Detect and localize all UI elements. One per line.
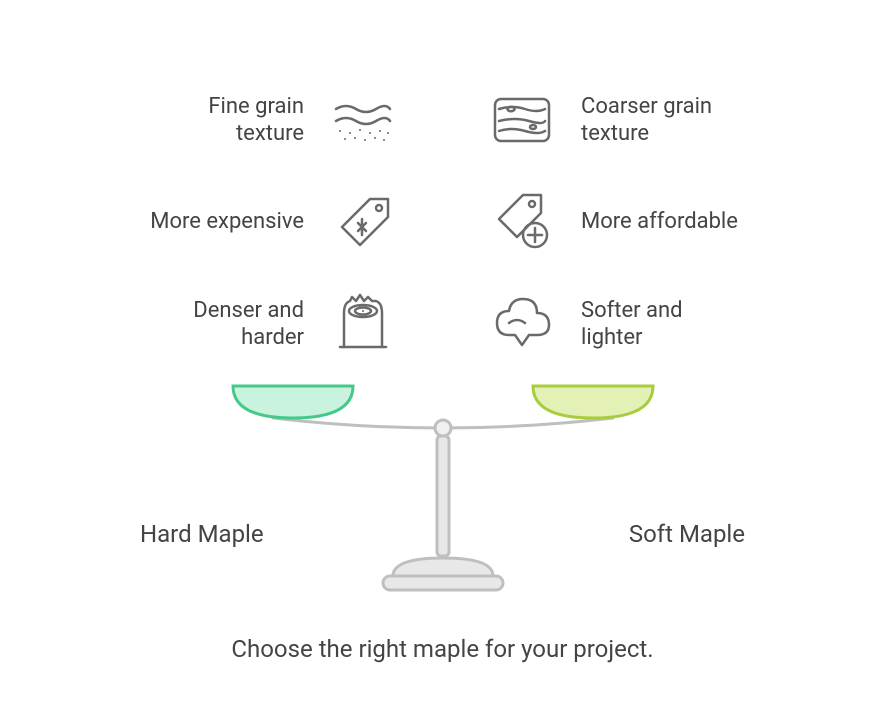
infographic-root: Fine graintexture <box>0 0 885 723</box>
right-row-2-label: Softer andlighter <box>581 297 683 352</box>
right-column: Coarser graintexture More affordable S <box>485 78 825 384</box>
right-row-0-label: Coarser graintexture <box>581 93 712 148</box>
left-column: Fine graintexture <box>60 78 400 384</box>
left-row-0-label: Fine graintexture <box>208 93 304 148</box>
right-row-0: Coarser graintexture <box>485 78 825 162</box>
left-row-1: More expensive <box>60 180 400 264</box>
caption: Choose the right maple for your project. <box>0 635 885 663</box>
left-row-0: Fine graintexture <box>60 78 400 162</box>
right-row-1-label: More affordable <box>581 208 738 236</box>
balance-scale <box>193 378 693 598</box>
left-row-2: Denser andharder <box>60 282 400 366</box>
cloud-light-icon <box>485 287 559 361</box>
left-row-1-label: More expensive <box>150 208 304 236</box>
right-title: Soft Maple <box>629 520 745 548</box>
left-row-2-label: Denser andharder <box>193 297 304 352</box>
right-row-2: Softer andlighter <box>485 282 825 366</box>
left-title: Hard Maple <box>140 520 264 548</box>
expensive-tag-icon <box>326 185 400 259</box>
affordable-tag-icon <box>485 185 559 259</box>
right-row-1: More affordable <box>485 180 825 264</box>
coarse-grain-icon <box>485 83 559 157</box>
fine-grain-icon <box>326 83 400 157</box>
stump-icon <box>326 287 400 361</box>
